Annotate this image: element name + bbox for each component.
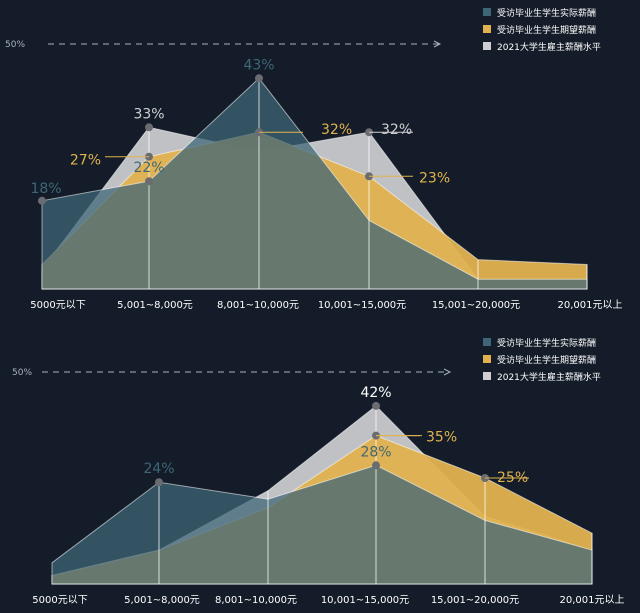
data-point xyxy=(255,74,263,83)
legend-entry: 2021大学生雇主薪酬水平 xyxy=(497,371,601,383)
data-point xyxy=(145,177,153,186)
data-label: 42% xyxy=(360,385,391,401)
category-label: 20,001元以上 xyxy=(558,299,623,311)
legend-swatch xyxy=(483,372,491,380)
category-label: 10,001~15,000元 xyxy=(321,595,409,606)
category-label: 5000元以下 xyxy=(30,300,85,311)
ref-line-label: 50% xyxy=(5,40,25,50)
category-label: 5000元以下 xyxy=(32,595,87,606)
data-point xyxy=(372,461,380,470)
data-label: 23% xyxy=(419,170,450,186)
data-point xyxy=(372,401,380,410)
data-label: 27% xyxy=(70,153,101,169)
data-label: 28% xyxy=(360,444,391,460)
category-label: 8,001~10,000元 xyxy=(217,300,299,311)
data-label: 32% xyxy=(381,122,412,138)
ref-arrow-icon xyxy=(433,40,442,48)
legend-entry: 受访毕业生学生实际薪酬 xyxy=(497,337,596,349)
legend-entry: 受访毕业生学生期望薪酬 xyxy=(497,24,596,36)
legend-entry: 2021大学生雇主薪酬水平 xyxy=(497,41,601,53)
legend-swatch xyxy=(483,8,491,16)
category-label: 5,001~8,000元 xyxy=(117,300,193,311)
legend-swatch xyxy=(483,25,491,33)
data-point xyxy=(38,196,46,205)
category-label: 8,001~10,000元 xyxy=(215,595,297,606)
data-label: 24% xyxy=(143,461,174,477)
data-label: 32% xyxy=(321,122,352,138)
category-label: 15,001~20,000元 xyxy=(431,595,519,606)
legend-swatch xyxy=(483,42,491,50)
ref-arrow-icon xyxy=(443,368,452,376)
data-label: 43% xyxy=(243,57,274,73)
legend-swatch xyxy=(483,355,491,363)
category-label: 15,001~20,000元 xyxy=(432,300,520,311)
data-label: 18% xyxy=(30,181,61,197)
data-point xyxy=(155,478,163,487)
category-label: 10,001~15,000元 xyxy=(318,300,406,311)
legend-entry: 受访毕业生学生实际薪酬 xyxy=(497,7,596,19)
data-point xyxy=(145,123,153,132)
legend-entry: 受访毕业生学生期望薪酬 xyxy=(497,354,596,366)
data-label: 35% xyxy=(426,430,457,446)
legend-swatch xyxy=(483,338,491,346)
data-label: 33% xyxy=(133,106,164,122)
ref-line-label: 50% xyxy=(12,368,32,378)
category-label: 5,001~8,000元 xyxy=(124,595,200,606)
data-label: 25% xyxy=(497,470,528,486)
data-label: 22% xyxy=(133,160,164,176)
category-label: 20,001元以上 xyxy=(560,594,625,606)
